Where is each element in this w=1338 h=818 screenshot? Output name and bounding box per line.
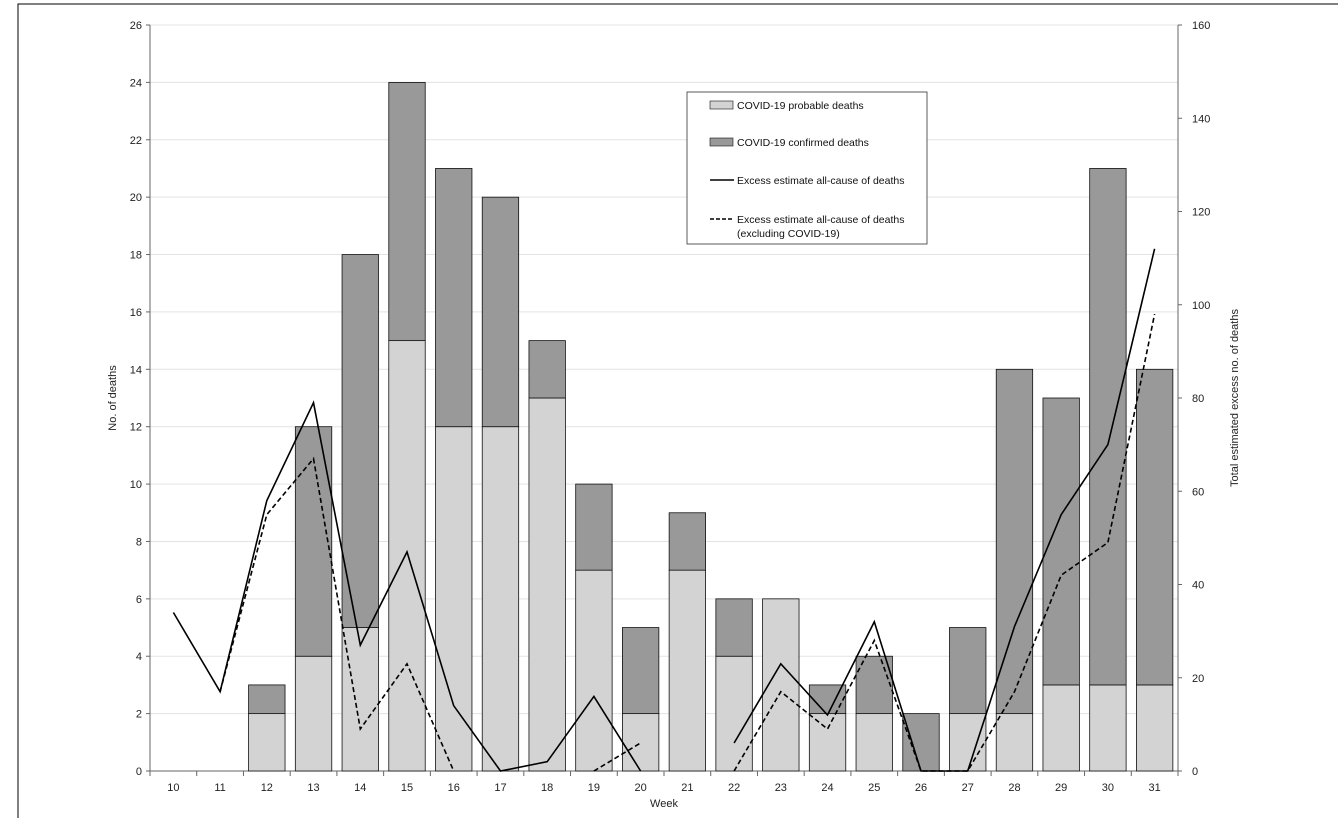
y-tick-label: 24: [130, 77, 142, 89]
bar-confirmed: [995, 368, 1034, 715]
x-tick-label: 12: [261, 782, 273, 794]
bar-probable: [294, 655, 333, 772]
bar-probable: [808, 713, 847, 772]
y-tick-label: 0: [136, 766, 142, 778]
y-axis-title: No. of deaths: [107, 365, 119, 431]
bar-confirmed: [248, 684, 286, 715]
legend: COVID-19 probable deaths COVID-19 confirm…: [686, 91, 928, 245]
y-tick-label: 14: [130, 364, 142, 376]
y-tick-label: 22: [130, 135, 142, 147]
bar-probable: [715, 655, 753, 772]
x-tick-label: 30: [1102, 782, 1114, 794]
bar-probable: [762, 598, 800, 772]
legend-swatch-probable: [709, 100, 734, 110]
x-tick-label: 28: [1008, 782, 1020, 794]
bar-probable: [341, 627, 379, 772]
legend-swatch-confirmed: [709, 137, 734, 147]
legend-box: [686, 91, 928, 245]
bar-confirmed: [668, 512, 706, 571]
y2-tick-label: 140: [1192, 113, 1210, 125]
bar-confirmed: [715, 598, 753, 657]
x-tick-label: 18: [541, 782, 553, 794]
y2-tick-label: 20: [1192, 673, 1204, 685]
y-tick-label: 4: [136, 651, 142, 663]
bar-confirmed: [481, 196, 520, 428]
bar-confirmed: [1042, 397, 1080, 686]
bar-probable: [1089, 684, 1127, 772]
line-excess-all-cause: [172, 248, 1156, 772]
bar-confirmed: [622, 627, 660, 715]
bar-confirmed: [949, 627, 987, 715]
x-tick-label: 29: [1055, 782, 1067, 794]
x-tick-label: 20: [635, 782, 647, 794]
bar-confirmed: [902, 713, 940, 772]
x-axis-title: Week: [650, 798, 678, 810]
y-tick-label: 10: [130, 479, 142, 491]
x-tick-label: 24: [821, 782, 833, 794]
figure-border: [17, 3, 1338, 818]
x-tick-label: 11: [214, 782, 225, 794]
bar-probable: [248, 713, 286, 772]
bar-probable: [1042, 684, 1080, 772]
bar-confirmed: [575, 483, 613, 571]
bar-probable: [528, 397, 566, 772]
y2-axis-title: Total estimated excess no. of deaths: [1229, 309, 1241, 487]
bar-confirmed: [528, 340, 566, 399]
legend-label: Excess estimate all-cause of deaths: [737, 175, 905, 187]
x-tick-label: 15: [401, 782, 413, 794]
bar-probable: [1136, 684, 1174, 772]
y-tick-label: 16: [130, 307, 142, 319]
y2-tick-label: 80: [1192, 393, 1204, 405]
legend-label: Excess estimate all-cause of deaths (excl…: [737, 214, 905, 240]
bar-probable: [622, 713, 660, 772]
x-tick-label: 26: [915, 782, 927, 794]
bar-probable: [388, 340, 426, 772]
x-tick-label: 13: [307, 782, 319, 794]
bar-confirmed: [1136, 368, 1174, 686]
x-tick-label: 25: [868, 782, 880, 794]
y2-tick-label: 0: [1192, 766, 1198, 778]
x-tick-label: 27: [962, 782, 974, 794]
y-tick-label: 6: [136, 594, 142, 606]
x-tick-label: 16: [448, 782, 460, 794]
x-tick-label: 22: [728, 782, 740, 794]
bar-confirmed: [341, 254, 379, 628]
x-tick-label: 10: [167, 782, 179, 794]
y2-tick-label: 120: [1192, 207, 1210, 219]
line-excess-excluding-covid: [219, 313, 1156, 772]
bar-probable: [668, 569, 706, 772]
y-tick-label: 12: [130, 422, 142, 434]
x-tick-label: 14: [354, 782, 366, 794]
y-tick-label: 8: [136, 536, 142, 548]
x-tick-label: 23: [775, 782, 787, 794]
bar-probable: [435, 426, 473, 772]
bar-probable: [995, 713, 1034, 772]
legend-label: COVID-19 confirmed deaths: [737, 137, 869, 149]
bar-confirmed: [388, 81, 426, 342]
bar-confirmed: [855, 655, 893, 715]
bar-probable: [855, 713, 893, 772]
y2-tick-label: 60: [1192, 486, 1204, 498]
bar-confirmed: [1089, 168, 1127, 686]
legend-label: COVID-19 probable deaths: [737, 100, 864, 112]
y2-tick-label: 100: [1192, 300, 1210, 312]
x-tick-label: 17: [494, 782, 506, 794]
x-tick-label: 21: [681, 782, 693, 794]
x-tick-label: 31: [1149, 782, 1161, 794]
y-tick-label: 18: [130, 250, 142, 262]
bar-probable: [575, 569, 613, 772]
y-tick-label: 20: [130, 192, 142, 204]
y-tick-label: 26: [130, 20, 142, 32]
x-tick-label: 19: [588, 782, 600, 794]
bar-confirmed: [435, 168, 473, 428]
bar-probable: [949, 713, 987, 772]
y2-tick-label: 160: [1192, 20, 1210, 32]
bar-probable: [481, 426, 520, 772]
y-tick-label: 2: [136, 709, 142, 721]
y2-tick-label: 40: [1192, 580, 1204, 592]
